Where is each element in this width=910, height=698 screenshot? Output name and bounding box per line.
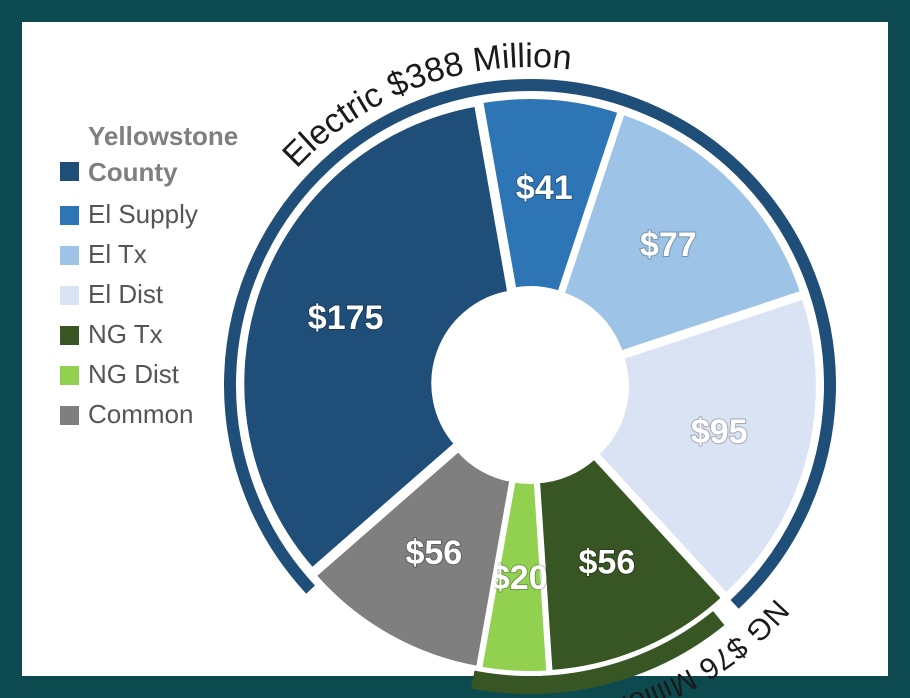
value-label: $95 xyxy=(691,413,748,451)
legend-swatch xyxy=(60,406,79,425)
donut-slice xyxy=(560,110,805,356)
legend-item: Yellowstone County xyxy=(60,118,280,190)
legend-label: El Dist xyxy=(88,279,164,309)
legend-label: El Supply xyxy=(88,199,198,229)
legend-swatch xyxy=(60,206,79,225)
legend-swatch xyxy=(60,286,79,305)
legend-item: El Dist xyxy=(60,279,280,310)
legend-label: NG Dist xyxy=(88,359,179,389)
value-label: $77 xyxy=(640,226,697,264)
legend-item: El Tx xyxy=(60,239,280,270)
legend-swatch xyxy=(60,246,79,265)
legend-label: Yellowstone County xyxy=(88,121,239,187)
legend-swatch xyxy=(60,326,79,345)
value-label: $56 xyxy=(405,534,462,572)
electric-arc xyxy=(224,79,836,609)
value-label: $20 xyxy=(491,559,548,597)
donut-slice xyxy=(535,454,727,675)
donut-slice xyxy=(594,294,820,598)
legend: Yellowstone County El Supply El Tx El Dist N… xyxy=(60,118,280,439)
legend-item: NG Dist xyxy=(60,359,280,390)
legend-label: Common xyxy=(88,399,194,429)
legend-label: NG Tx xyxy=(88,319,163,349)
legend-item: Common xyxy=(60,399,280,430)
legend-item: NG Tx xyxy=(60,319,280,350)
value-label: $56 xyxy=(579,544,636,582)
legend-swatch xyxy=(60,366,79,385)
donut-slice xyxy=(477,478,551,675)
legend-swatch xyxy=(60,162,79,181)
legend-label: El Tx xyxy=(88,239,147,269)
legend-item: El Supply xyxy=(60,199,280,230)
value-label: $41 xyxy=(516,169,573,207)
donut-slice xyxy=(240,102,512,573)
donut-slice xyxy=(478,95,623,296)
donut-slice xyxy=(311,447,514,671)
value-label: $175 xyxy=(308,299,384,337)
ng-arc xyxy=(471,611,725,694)
